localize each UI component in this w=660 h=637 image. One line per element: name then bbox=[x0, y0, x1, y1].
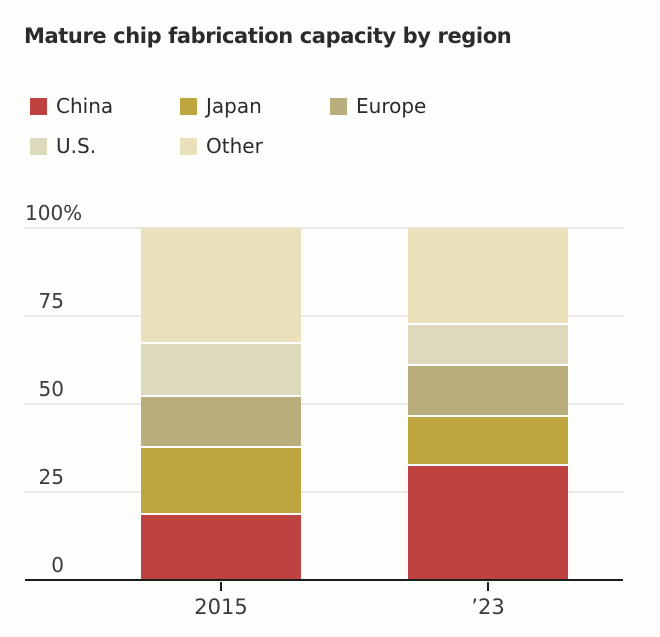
x-axis-tick-2015 bbox=[220, 582, 222, 591]
x-axis-tick-23 bbox=[487, 582, 489, 591]
bar-23 bbox=[408, 228, 568, 580]
y-tick-label-100: 100% bbox=[25, 201, 83, 225]
legend-swatch-japan bbox=[180, 97, 197, 115]
x-tick-label-2015: 2015 bbox=[194, 595, 248, 619]
gridline-100 bbox=[25, 227, 623, 229]
legend-swatch-europe bbox=[330, 97, 347, 115]
gridline-50 bbox=[25, 403, 623, 405]
y-tick-label-0: 0 bbox=[51, 553, 64, 577]
bar-segment-23-china bbox=[408, 463, 568, 580]
x-axis-line bbox=[25, 579, 623, 581]
y-tick-label-50: 50 bbox=[38, 377, 64, 401]
legend-label-japan: Japan bbox=[206, 94, 262, 118]
bar-segment-23-other bbox=[408, 228, 568, 324]
x-tick-label-23: ’23 bbox=[471, 595, 505, 619]
y-tick-label-75: 75 bbox=[38, 289, 64, 313]
legend-item-europe: Europe bbox=[330, 86, 480, 126]
legend-swatch-china bbox=[30, 97, 47, 115]
legend-item-other: Other bbox=[180, 126, 330, 166]
legend-label-u-s: U.S. bbox=[56, 134, 97, 158]
legend: China Japan Europe U.S. Other bbox=[30, 86, 550, 166]
legend-swatch-other bbox=[180, 137, 197, 155]
bar-segment-2015-china bbox=[141, 513, 301, 580]
bar-segment-23-u-s bbox=[408, 323, 568, 364]
bar-segment-2015-japan bbox=[141, 446, 301, 514]
legend-label-europe: Europe bbox=[356, 94, 427, 118]
bar-segment-23-europe bbox=[408, 363, 568, 415]
bar-segment-23-japan bbox=[408, 414, 568, 464]
y-tick-label-25: 25 bbox=[38, 465, 64, 489]
legend-item-china: China bbox=[30, 86, 180, 126]
bar-segment-2015-europe bbox=[141, 395, 301, 447]
bar-segment-2015-u-s bbox=[141, 342, 301, 396]
legend-label-other: Other bbox=[206, 134, 263, 158]
legend-label-china: China bbox=[56, 94, 114, 118]
bar-segment-2015-other bbox=[141, 228, 301, 343]
gridline-75 bbox=[25, 315, 623, 317]
legend-item-japan: Japan bbox=[180, 86, 330, 126]
legend-item-u-s: U.S. bbox=[30, 126, 180, 166]
gridline-25 bbox=[25, 491, 623, 493]
bar-2015 bbox=[141, 228, 301, 580]
chart-title: Mature chip fabrication capacity by regi… bbox=[24, 24, 512, 48]
legend-swatch-u-s bbox=[30, 137, 47, 155]
